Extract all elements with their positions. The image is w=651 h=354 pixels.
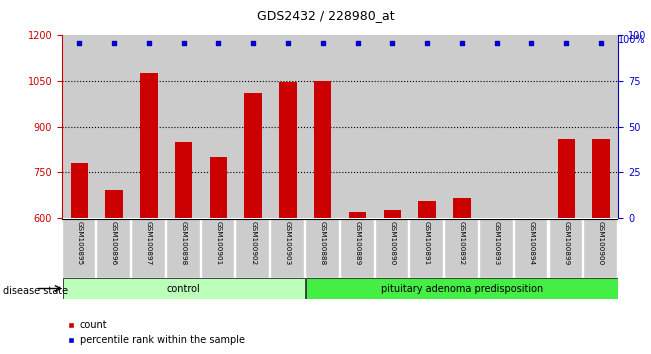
Text: 100%: 100% [618,35,646,45]
Point [492,40,502,46]
Bar [210,157,227,218]
Bar [62,35,618,218]
Text: GSM100888: GSM100888 [320,221,326,266]
Bar [349,212,367,218]
Point [352,40,363,46]
Point [74,40,85,46]
Bar [105,190,123,218]
Text: GSM100891: GSM100891 [424,221,430,266]
Text: GSM100889: GSM100889 [355,221,361,266]
Bar [410,219,443,278]
Bar [236,219,269,278]
Text: GSM100899: GSM100899 [563,221,569,266]
Bar [523,218,540,221]
Point [318,40,328,46]
Bar [419,201,436,218]
Text: GSM100902: GSM100902 [250,221,256,266]
Bar [202,219,234,278]
Text: GSM100896: GSM100896 [111,221,117,266]
Bar [314,81,331,218]
Bar [549,219,582,278]
Bar [62,278,305,299]
Bar [480,219,513,278]
Point [178,40,189,46]
Bar [140,73,158,218]
Bar [341,219,374,278]
Text: GSM100897: GSM100897 [146,221,152,266]
Text: pituitary adenoma predisposition: pituitary adenoma predisposition [381,284,543,293]
Bar [557,139,575,218]
Point [144,40,154,46]
Bar [306,219,339,278]
Bar [445,219,478,278]
Point [387,40,398,46]
Point [109,40,119,46]
Bar [585,219,617,278]
Bar [70,163,88,218]
Bar [245,93,262,218]
Bar [592,139,610,218]
Bar [62,219,95,278]
Text: GSM100898: GSM100898 [180,221,187,266]
Point [422,40,432,46]
Point [561,40,572,46]
Bar [167,219,200,278]
Text: disease state: disease state [3,286,68,296]
Text: GSM100893: GSM100893 [493,221,500,266]
Text: GSM100892: GSM100892 [459,221,465,266]
Point [457,40,467,46]
Bar [376,219,408,278]
Bar [488,218,505,221]
Point [283,40,293,46]
Point [213,40,223,46]
Text: GSM100890: GSM100890 [389,221,395,266]
Bar [132,219,165,278]
Bar [271,219,304,278]
Bar [515,219,547,278]
Text: GSM100901: GSM100901 [215,221,221,266]
Point [526,40,536,46]
Bar [279,82,297,218]
Point [248,40,258,46]
Bar [453,198,471,218]
Text: control: control [167,284,201,293]
Bar [306,278,618,299]
Bar [383,210,401,218]
Text: GSM100900: GSM100900 [598,221,604,266]
Legend: count, percentile rank within the sample: count, percentile rank within the sample [63,316,249,349]
Text: GSM100903: GSM100903 [285,221,291,266]
Bar [98,219,130,278]
Bar [175,142,192,218]
Text: GDS2432 / 228980_at: GDS2432 / 228980_at [256,9,395,22]
Text: GSM100895: GSM100895 [76,221,82,266]
Text: GSM100894: GSM100894 [529,221,534,266]
Point [596,40,606,46]
